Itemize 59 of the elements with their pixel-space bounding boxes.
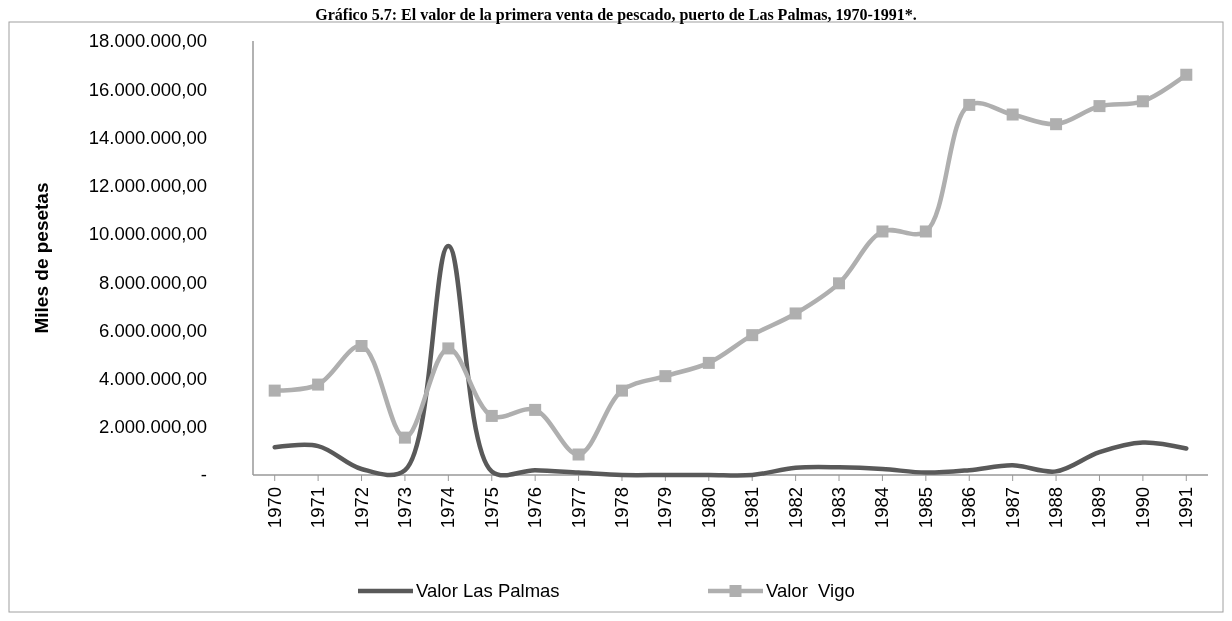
point	[876, 225, 889, 238]
point	[572, 448, 585, 461]
y-tick-label: 2.000.000,00	[98, 416, 207, 438]
x-tick-label: 1983	[828, 487, 850, 529]
x-tick-label: 1985	[914, 487, 936, 529]
point	[1136, 95, 1149, 108]
point	[442, 342, 455, 355]
x-tick-label: 1987	[1001, 487, 1023, 529]
point	[833, 277, 846, 290]
x-tick-label: 1975	[480, 487, 502, 529]
point	[963, 98, 976, 111]
point	[355, 340, 368, 353]
x-tick-label: 1977	[567, 487, 589, 529]
point	[702, 356, 715, 369]
x-tick-label: 1974	[437, 487, 459, 529]
point	[1050, 118, 1063, 131]
point	[529, 403, 542, 416]
y-axis-title: Miles de pesetas	[31, 182, 52, 334]
x-tick-label: 1991	[1175, 487, 1197, 529]
point	[659, 370, 672, 383]
line-series	[272, 243, 1189, 478]
y-tick-label: 10.000.000,00	[88, 223, 207, 245]
y-tick-label: 4.000.000,00	[98, 368, 207, 390]
point	[485, 409, 498, 422]
y-tick-label: -	[200, 464, 207, 486]
x-tick-label: 1982	[784, 487, 806, 529]
point	[268, 384, 281, 397]
y-tick-label: 14.000.000,00	[88, 126, 207, 148]
point	[1093, 100, 1106, 113]
x-tick-label: 1984	[871, 487, 893, 529]
point	[1006, 108, 1019, 121]
x-tick-label: 1990	[1131, 487, 1153, 529]
x-tick-label: 1981	[741, 487, 763, 529]
x-tick-label: 1989	[1088, 487, 1110, 529]
x-tick-label: 1986	[958, 487, 980, 529]
y-tick-label: 16.000.000,00	[88, 78, 207, 100]
y-tick-label: 12.000.000,00	[88, 175, 207, 197]
x-tick-label: 1988	[1045, 487, 1067, 529]
x-tick-label: 1973	[393, 487, 415, 529]
x-tick-label: 1970	[263, 487, 285, 529]
x-tick-label: 1976	[524, 487, 546, 529]
point	[746, 329, 759, 342]
legend-label: Valor Vigo	[766, 580, 855, 602]
point	[398, 431, 411, 444]
point	[919, 225, 932, 238]
x-tick-label: 1972	[350, 487, 372, 529]
legend-label: Valor Las Palmas	[416, 580, 560, 602]
x-tick-label: 1978	[610, 487, 632, 529]
x-tick-label: 1971	[307, 487, 329, 529]
x-tick-label: 1979	[654, 487, 676, 529]
point	[1180, 68, 1193, 81]
x-tick-label: 1980	[697, 487, 719, 529]
y-tick-label: 6.000.000,00	[98, 319, 207, 341]
point	[312, 378, 325, 391]
point	[789, 307, 802, 320]
chart-title: Gráfico 5.7: El valor de la primera venta de pescado, puerto de Las Palmas, 1970-1991*.	[315, 6, 917, 24]
y-tick-label: 18.000.000,00	[88, 30, 207, 52]
point	[615, 384, 628, 397]
y-tick-label: 8.000.000,00	[98, 271, 207, 293]
